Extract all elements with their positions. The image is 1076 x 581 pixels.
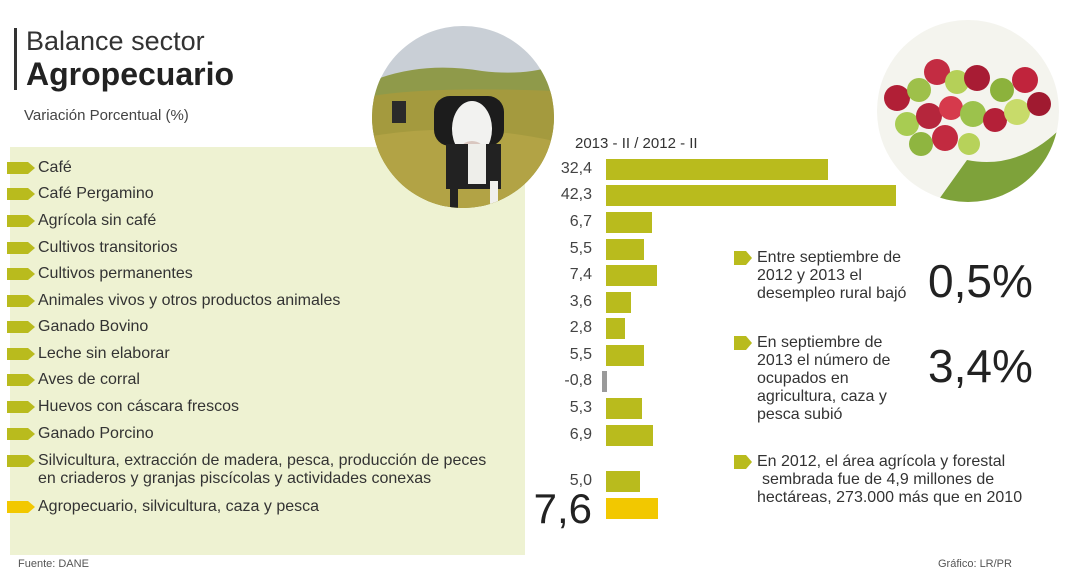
stat-arrow-icon <box>734 455 752 469</box>
stat-3-text: En 2012, el área agrícola y forestal sem… <box>757 453 1022 507</box>
category-label: Huevos con cáscara frescos <box>38 398 239 415</box>
row-arrow-icon <box>7 501 35 513</box>
cow-photo <box>372 26 554 208</box>
value-label: 5,5 <box>569 346 592 363</box>
category-label: Agrícola sin café <box>38 212 157 229</box>
bar <box>606 265 657 286</box>
categories-panel <box>10 147 525 555</box>
value-label: 5,5 <box>569 240 592 257</box>
row-arrow-icon <box>7 321 35 333</box>
stat-2-line: pesca subió <box>757 406 843 423</box>
bar <box>602 371 608 392</box>
bar <box>606 292 631 313</box>
stat-arrow-icon <box>734 251 752 265</box>
category-label: Café Pergamino <box>38 185 154 202</box>
category-label: Cultivos permanentes <box>38 265 193 282</box>
stat-1-line: 2012 y 2013 el <box>757 267 862 284</box>
value-label: 7,6 <box>533 485 592 532</box>
value-label: -0,8 <box>564 372 592 389</box>
source-note: Fuente: DANE <box>18 558 89 570</box>
row-arrow-icon <box>7 401 35 413</box>
bar <box>606 212 652 233</box>
stat-2-text: En septiembre de 2013 el número de ocupa… <box>757 334 890 424</box>
period-label: 2013 - II / 2012 - II <box>575 135 698 152</box>
bar <box>606 498 659 519</box>
stat-2-value: 3,4% <box>928 340 1033 392</box>
row-arrow-icon <box>7 162 35 174</box>
row-arrow-icon <box>7 215 35 227</box>
bar <box>606 318 626 339</box>
category-label: Leche sin elaborar <box>38 345 170 362</box>
category-label: Ganado Bovino <box>38 318 149 335</box>
stat-1-line: Entre septiembre de <box>757 249 902 266</box>
row-arrow-icon <box>7 242 35 254</box>
chart-subtitle: Variación Porcentual (%) <box>24 107 189 124</box>
category-label: Café <box>38 159 72 176</box>
stat-arrow-icon <box>734 336 752 350</box>
row-arrow-icon <box>7 188 35 200</box>
title-accent-bar <box>14 28 17 90</box>
category-label: Cultivos transitorios <box>38 239 178 256</box>
row-arrow-icon <box>7 374 35 386</box>
row-arrow-icon <box>7 295 35 307</box>
stat-2-line: agricultura, caza y <box>757 388 887 405</box>
category-label: Animales vivos y otros productos animale… <box>38 292 341 309</box>
stat-2-line: En septiembre de <box>757 334 883 351</box>
stat-1-value: 0,5% <box>928 255 1033 307</box>
stat-3-line: En 2012, el área agrícola y forestal <box>757 453 1006 470</box>
value-label: 2,8 <box>569 319 592 336</box>
stat-2-line: ocupados en <box>757 370 849 387</box>
row-arrow-icon <box>7 268 35 280</box>
category-label: Aves de corral <box>38 371 140 388</box>
bar <box>606 239 644 260</box>
bar <box>606 159 828 180</box>
category-label: Agropecuario, silvicultura, caza y pesca <box>38 498 320 515</box>
bar <box>606 425 654 446</box>
value-label: 5,3 <box>569 399 592 416</box>
row-arrow-icon <box>7 455 35 467</box>
stat-3-line: sembrada fue de 4,9 millones de <box>762 471 995 488</box>
stat-1-text: Entre septiembre de 2012 y 2013 el desem… <box>757 249 906 303</box>
coffee-cherries-photo <box>877 20 1059 202</box>
credit-note: Gráfico: LR/PR <box>938 558 1012 570</box>
row-arrow-icon <box>7 348 35 360</box>
value-label: 6,7 <box>569 213 592 230</box>
category-label: Silvicultura, extracción de madera, pesc… <box>38 452 487 487</box>
bar <box>606 185 896 206</box>
stat-3-line: hectáreas, 273.000 más que en 2010 <box>757 489 1023 506</box>
stat-1-line: desempleo rural bajó <box>757 285 907 302</box>
title-line-1: Balance sector <box>26 26 205 56</box>
value-label: 3,6 <box>569 293 592 310</box>
stat-2-line: 2013 el número de <box>757 352 891 369</box>
value-label: 6,9 <box>569 426 592 443</box>
value-label: 5,0 <box>569 472 592 489</box>
title-line-2: Agropecuario <box>26 56 235 92</box>
row-arrow-icon <box>7 428 35 440</box>
bar <box>606 345 644 366</box>
category-label: Ganado Porcino <box>38 425 154 442</box>
bar <box>606 471 641 492</box>
value-label: 7,4 <box>569 266 592 283</box>
bar <box>606 398 643 419</box>
value-label: 42,3 <box>560 186 592 203</box>
value-label: 32,4 <box>560 160 592 177</box>
